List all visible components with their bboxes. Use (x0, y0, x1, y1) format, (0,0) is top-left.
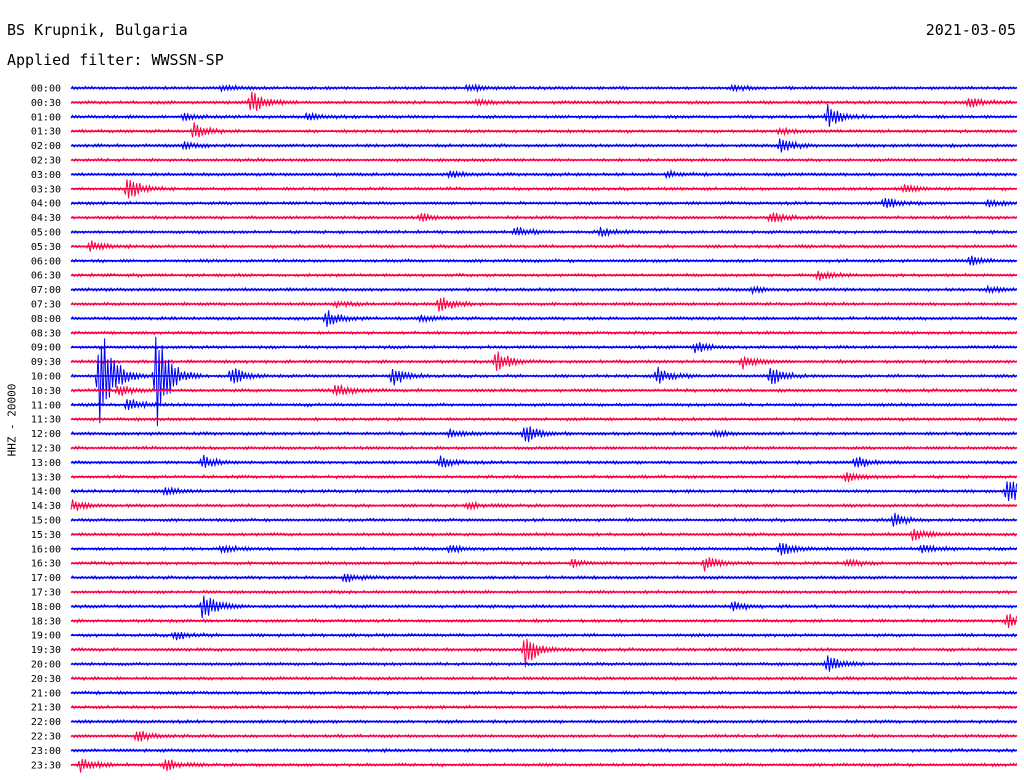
time-tick-label: 20:30 (31, 674, 61, 685)
time-tick-label: 17:30 (31, 588, 61, 599)
trace-line (70, 557, 1017, 572)
time-tick-label: 00:30 (31, 98, 61, 109)
time-tick-label: 21:00 (31, 688, 61, 699)
time-tick-label: 09:00 (31, 343, 61, 354)
trace-line (70, 638, 1018, 668)
time-tick-label: 04:00 (31, 199, 61, 210)
time-tick-label: 19:00 (31, 631, 61, 642)
time-tick-label: 01:00 (31, 112, 61, 123)
time-tick-label: 07:00 (31, 285, 61, 296)
time-tick-label: 18:30 (31, 616, 61, 627)
time-tick-label: 12:30 (31, 444, 61, 455)
time-tick-label: 03:00 (31, 170, 61, 181)
trace-line (70, 336, 1017, 427)
time-tick-label: 16:00 (31, 544, 61, 555)
time-tick-label: 22:30 (31, 732, 61, 743)
trace-line (70, 631, 1018, 641)
time-tick-label: 20:00 (31, 660, 61, 671)
time-tick-label: 02:30 (31, 156, 61, 167)
trace-line (70, 91, 1017, 111)
time-tick-label: 08:30 (31, 328, 61, 339)
trace-line (70, 122, 1017, 138)
time-tick-label: 02:00 (31, 141, 61, 152)
date-label: 2021-03-05 (925, 21, 1016, 39)
time-tick-label: 10:30 (31, 386, 61, 397)
time-tick-label: 13:30 (31, 472, 61, 483)
time-tick-label: 23:30 (31, 760, 61, 771)
time-tick-label: 09:30 (31, 357, 61, 368)
time-tick-label: 19:30 (31, 645, 61, 656)
time-tick-label: 10:00 (31, 372, 61, 383)
time-tick-label: 16:30 (31, 559, 61, 570)
time-tick-label: 22:00 (31, 717, 61, 728)
time-tick-label: 11:00 (31, 400, 61, 411)
time-tick-label: 15:00 (31, 516, 61, 527)
trace-line (70, 454, 1018, 468)
time-tick-label: 07:30 (31, 300, 61, 311)
time-tick-label: 06:00 (31, 256, 61, 267)
time-tick-label: 05:30 (31, 242, 61, 253)
trace-line (70, 758, 1018, 773)
station-title: BS Krupnik, Bulgaria (7, 21, 188, 39)
time-tick-label: 14:30 (31, 501, 61, 512)
time-tick-label: 23:00 (31, 746, 61, 757)
trace-line (70, 104, 1017, 127)
time-tick-label: 08:00 (31, 314, 61, 325)
time-tick-label: 15:30 (31, 530, 61, 541)
time-tick-label: 11:30 (31, 415, 61, 426)
time-tick-label: 03:30 (31, 184, 61, 195)
time-tick-label: 13:00 (31, 458, 61, 469)
time-tick-label: 18:00 (31, 602, 61, 613)
time-tick-label: 14:00 (31, 487, 61, 498)
time-tick-label: 04:30 (31, 213, 61, 224)
time-tick-label: 05:00 (31, 228, 61, 239)
time-tick-label: 12:00 (31, 429, 61, 440)
time-tick-label: 21:30 (31, 703, 61, 714)
time-tick-label: 17:00 (31, 573, 61, 584)
time-tick-label: 01:30 (31, 127, 61, 138)
filter-label: Applied filter: WWSSN-SP (7, 51, 224, 69)
time-tick-label: 00:00 (31, 84, 61, 95)
time-tick-label: 06:30 (31, 271, 61, 282)
